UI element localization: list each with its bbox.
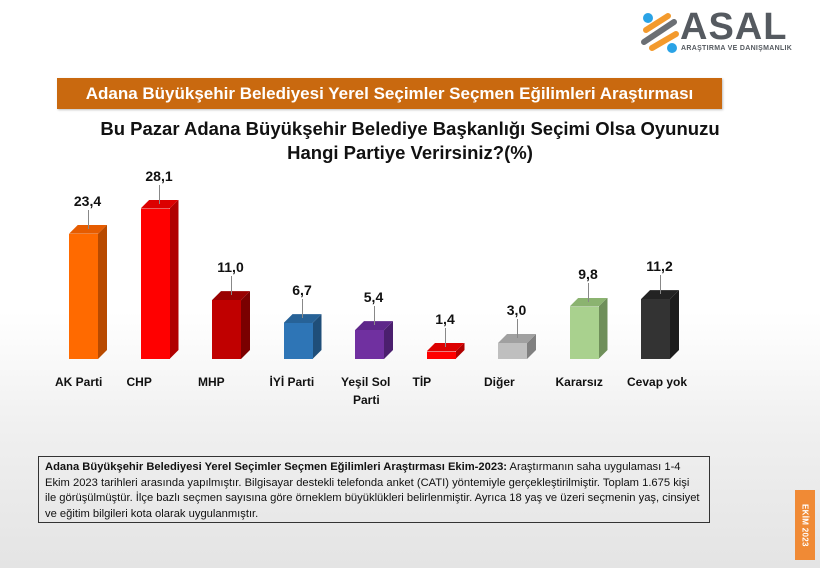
bar-side	[241, 291, 250, 359]
bar-side	[98, 224, 107, 359]
category-label: MHP	[198, 375, 225, 389]
bar-side	[527, 333, 536, 359]
logo-tagline: ARAŞTIRMA VE DANIŞMANLIK	[681, 45, 793, 52]
note-text: Araştırmanın saha uygulaması 1-4 Ekim 20…	[45, 461, 700, 520]
bar-value-label: 1,4	[435, 310, 455, 327]
bar-top	[355, 321, 393, 331]
bar-side	[455, 342, 465, 359]
value-leader-line	[159, 184, 160, 204]
bar-top	[140, 199, 179, 209]
category-label: Diğer	[484, 375, 515, 389]
title-banner: Adana Büyükşehir Belediyesi Yerel Seçiml…	[57, 78, 722, 109]
question-line-2: Hangi Partiye Verirsiniz?(%)	[287, 142, 533, 163]
date-tag: EKİM 2023	[795, 490, 815, 560]
value-leader-line	[445, 327, 446, 347]
bar-value-label: 6,7	[292, 282, 312, 299]
logo-wordmark: ASAL	[680, 6, 788, 48]
bar-side	[670, 290, 679, 359]
bar-value-label: 28,1	[145, 167, 173, 184]
value-leader-line	[516, 318, 518, 338]
bar-value-label: 11,0	[217, 259, 244, 276]
bar-front	[212, 300, 241, 359]
bar-front	[355, 330, 384, 359]
note-lead: Adana Büyükşehir Belediyesi Yerel Seçiml…	[45, 461, 508, 473]
value-leader-line	[373, 306, 375, 326]
chart-question: Bu Pazar Adana Büyükşehir Belediye Başka…	[60, 117, 760, 165]
category-label: Cevap yok	[627, 375, 688, 389]
bar-top	[498, 333, 536, 343]
banner-title: Adana Büyükşehir Belediyesi Yerel Seçiml…	[85, 83, 694, 103]
bar-front	[140, 208, 170, 359]
bar-side	[169, 199, 179, 359]
bar-top	[426, 342, 465, 352]
category-label: Kararsız	[555, 375, 603, 389]
value-leader-line	[230, 276, 232, 296]
bar-top	[641, 290, 679, 300]
bar-top	[283, 314, 322, 324]
bar-top	[69, 224, 107, 234]
category-label: İYİ Parti	[269, 375, 315, 389]
value-leader-line	[87, 209, 89, 229]
bar-front	[498, 342, 527, 359]
bar-side	[384, 321, 393, 359]
bar-front	[641, 299, 670, 359]
value-leader-line	[588, 282, 589, 302]
bar-front	[283, 323, 313, 359]
category-label: AK Parti	[55, 375, 103, 389]
value-leader-line	[659, 275, 661, 295]
bar-value-label: 3,0	[506, 301, 527, 318]
bar-side	[312, 314, 322, 359]
bar-value-label: 23,4	[73, 192, 102, 209]
category-label: Yeşil Sol Parti	[341, 375, 391, 407]
value-leader-line	[302, 299, 303, 319]
category-label: TİP	[412, 375, 432, 389]
date-tag-label: EKİM 2023	[800, 503, 810, 547]
bar-top	[212, 291, 250, 301]
bar-top	[569, 297, 608, 307]
bar-value-label: 5,4	[363, 289, 384, 306]
category-label: CHP	[126, 375, 152, 389]
question-line-1: Bu Pazar Adana Büyükşehir Belediye Başka…	[100, 118, 720, 139]
asal-logo-icon	[641, 13, 679, 53]
bar-value-label: 11,2	[646, 258, 673, 275]
bar-side	[598, 297, 608, 359]
methodology-note: Adana Büyükşehir Belediyesi Yerel Seçiml…	[38, 456, 710, 523]
bar-front	[69, 233, 98, 359]
bar-front	[569, 306, 599, 359]
bar-front	[426, 351, 456, 359]
bar-value-label: 9,8	[578, 265, 598, 282]
